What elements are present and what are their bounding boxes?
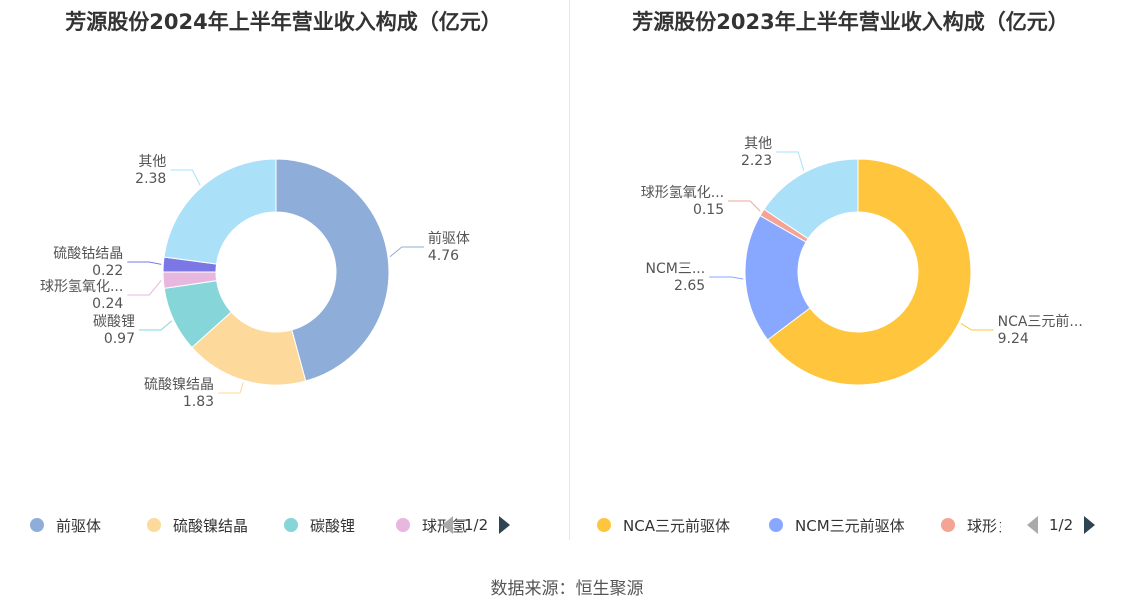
chart-title: 芳源股份2024年上半年营业收入构成（亿元）: [65, 10, 502, 34]
data-source-note: 数据来源：恒生聚源: [490, 579, 644, 599]
slice-nca三元前驱体[interactable]: [766, 158, 972, 386]
leader-line: [127, 261, 162, 265]
legend-dot-icon: [30, 518, 44, 532]
slice-value-label: 2.38: [135, 171, 166, 187]
legend-pager: 1/2: [442, 512, 511, 538]
slice-value-label: 1.83: [183, 394, 214, 410]
slice-label: NCM三...: [646, 261, 706, 277]
legend-item[interactable]: 碳酸锂: [284, 512, 384, 538]
donut-chart-2023: NCA三元前...9.24 NCM三...2.65 球形氢氧化...0.15 其他2.…: [641, 136, 1083, 386]
slice-label: 硫酸钴结晶: [53, 246, 123, 262]
legend-label: NCM三元前驱体: [795, 516, 905, 535]
legend-item[interactable]: NCM三元前驱体: [769, 512, 929, 538]
legend-next-page-icon[interactable]: [499, 516, 511, 534]
leader-line: [709, 276, 744, 280]
slice-label: 其他: [744, 136, 772, 152]
legend-item[interactable]: 球形彡: [941, 512, 1001, 538]
legend-page-indicator: 1/2: [464, 516, 489, 534]
legend-item[interactable]: 前驱体: [30, 512, 135, 538]
legend-page-indicator: 1/2: [1049, 516, 1074, 534]
chart-title: 芳源股份2023年上半年营业收入构成（亿元）: [632, 10, 1069, 34]
slice-value-label: 4.76: [428, 248, 459, 264]
slice-label: 前驱体: [428, 230, 470, 247]
legend-label: 碳酸锂: [310, 516, 356, 535]
leader-line: [728, 200, 761, 212]
slice-value-label: 2.23: [741, 153, 772, 169]
leader-line: [170, 169, 201, 186]
legend-prev-page-icon[interactable]: [442, 516, 453, 534]
slice-label: 碳酸锂: [93, 314, 135, 330]
leader-line: [960, 322, 994, 331]
leader-line: [127, 280, 162, 296]
leader-line: [776, 151, 805, 171]
slice-label: NCA三元前...: [998, 313, 1083, 330]
leader-line: [138, 320, 173, 331]
slice-label: 其他: [138, 154, 166, 170]
slice-value-label: 0.15: [693, 202, 724, 218]
leader-line: [389, 246, 424, 258]
slice-label: 硫酸镍结晶: [144, 377, 214, 393]
slice-value-label: 9.24: [998, 331, 1029, 347]
legend-dot-icon: [284, 518, 298, 532]
slice-label: 球形氢氧化...: [641, 185, 724, 201]
panel-divider: [569, 0, 570, 540]
slice-value-label: 0.24: [92, 296, 123, 312]
legend-label: 硫酸镍结晶: [173, 516, 249, 535]
legend-pager: 1/2: [1027, 512, 1096, 538]
chart-panel-2024: 芳源股份2024年上半年营业收入构成（亿元） 前驱体 4.76 硫酸镍结晶 1.83 碳…: [0, 0, 567, 548]
legend-label: 前驱体: [56, 516, 102, 535]
legend: NCA三元前驱体 NCM三元前驱体 球形彡 1/2: [587, 512, 1127, 538]
legend-item[interactable]: 硫酸镍结晶: [147, 512, 272, 538]
legend-item[interactable]: NCA三元前驱体: [597, 512, 757, 538]
legend-next-page-icon[interactable]: [1084, 516, 1096, 534]
slice-label: 球形氢氧化...: [40, 279, 123, 295]
chart-panel-2023: 芳源股份2023年上半年营业收入构成（亿元） NCA三元前... 9.24 NCM三…: [567, 0, 1134, 548]
legend-prev-page-icon[interactable]: [1027, 516, 1038, 534]
legend-label: NCA三元前驱体: [623, 516, 730, 535]
legend-dot-icon: [396, 518, 410, 532]
legend-label: 球形彡: [967, 516, 1001, 535]
slice-前驱体[interactable]: [275, 158, 390, 382]
legend: 前驱体 硫酸镍结晶 碳酸锂 球形氢 1/2: [20, 512, 560, 538]
slice-value-label: 2.65: [674, 278, 705, 294]
legend-dot-icon: [147, 518, 161, 532]
slice-其他[interactable]: [763, 158, 859, 240]
legend-dot-icon: [597, 518, 611, 532]
slice-value-label: 0.97: [104, 331, 135, 347]
slice-其他[interactable]: [163, 158, 277, 265]
slice-value-label: 0.22: [92, 263, 123, 279]
legend-dot-icon: [769, 518, 783, 532]
legend-dot-icon: [941, 518, 955, 532]
leader-line: [218, 382, 244, 394]
